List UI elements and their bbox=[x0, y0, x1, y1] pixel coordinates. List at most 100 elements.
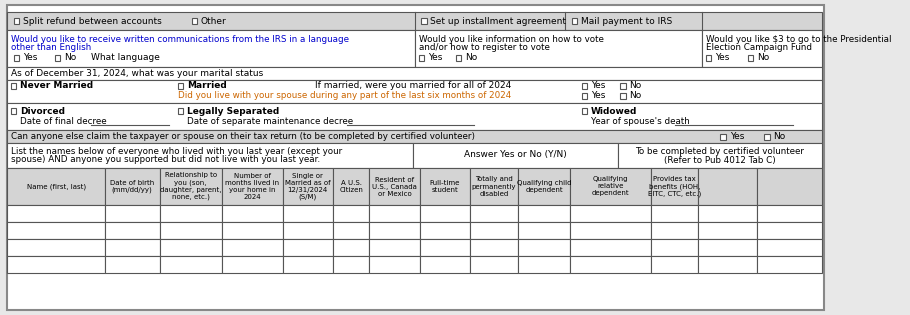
Bar bbox=[757, 239, 822, 256]
Bar bbox=[177, 83, 183, 89]
Text: and/or how to register to vote: and/or how to register to vote bbox=[419, 43, 550, 53]
Text: Never Married: Never Married bbox=[20, 82, 93, 90]
Bar bbox=[470, 239, 518, 256]
Bar bbox=[703, 30, 822, 67]
Text: Year of spouse's death: Year of spouse's death bbox=[591, 117, 690, 127]
Bar bbox=[706, 55, 712, 61]
Bar bbox=[413, 143, 618, 168]
Text: Split refund between accounts: Split refund between accounts bbox=[23, 16, 162, 26]
Bar bbox=[748, 55, 753, 61]
Bar bbox=[518, 205, 570, 222]
Text: Single or
Married as of
12/31/2024
(S/M): Single or Married as of 12/31/2024 (S/M) bbox=[285, 173, 330, 200]
Text: Set up installment agreement: Set up installment agreement bbox=[430, 16, 566, 26]
Bar bbox=[105, 256, 159, 273]
Bar bbox=[14, 18, 19, 24]
Text: Would you like information on how to vote: Would you like information on how to vot… bbox=[419, 36, 603, 44]
Bar bbox=[222, 205, 283, 222]
Bar bbox=[7, 80, 822, 103]
Bar bbox=[177, 108, 183, 114]
Bar bbox=[105, 222, 159, 239]
Text: List the names below of everyone who lived with you last year (except your: List the names below of everyone who liv… bbox=[11, 146, 342, 156]
Text: No: No bbox=[774, 132, 785, 141]
Text: No: No bbox=[629, 91, 642, 100]
Bar bbox=[652, 239, 698, 256]
Bar bbox=[570, 256, 652, 273]
Bar bbox=[283, 205, 333, 222]
Text: Yes: Yes bbox=[730, 132, 744, 141]
Text: Can anyone else claim the taxpayer or spouse on their tax return (to be complete: Can anyone else claim the taxpayer or sp… bbox=[11, 132, 475, 141]
Bar bbox=[7, 239, 105, 256]
Text: Resident of
U.S., Canada
or Mexico: Resident of U.S., Canada or Mexico bbox=[372, 176, 417, 197]
Text: No: No bbox=[757, 54, 769, 62]
Text: Would you like to receive written communications from the IRS in a language: Would you like to receive written commun… bbox=[11, 36, 349, 44]
Bar bbox=[159, 222, 222, 239]
Bar bbox=[415, 30, 703, 67]
Text: Date of birth
(mm/dd/yy): Date of birth (mm/dd/yy) bbox=[110, 180, 155, 193]
Bar bbox=[159, 168, 222, 205]
Bar bbox=[698, 222, 757, 239]
Text: Would you like $3 to go to the Presidential: Would you like $3 to go to the President… bbox=[706, 36, 892, 44]
Bar bbox=[369, 222, 420, 239]
Bar bbox=[721, 134, 726, 140]
Text: Other: Other bbox=[200, 16, 227, 26]
Bar bbox=[420, 168, 470, 205]
Bar bbox=[283, 222, 333, 239]
Bar bbox=[470, 168, 518, 205]
Bar bbox=[222, 222, 283, 239]
Bar bbox=[222, 168, 283, 205]
Bar bbox=[420, 222, 470, 239]
Text: Answer Yes or No (Y/N): Answer Yes or No (Y/N) bbox=[464, 151, 567, 159]
Bar bbox=[698, 205, 757, 222]
Bar bbox=[105, 168, 159, 205]
Text: Totally and
permanently
disabled: Totally and permanently disabled bbox=[471, 176, 516, 197]
Text: Yes: Yes bbox=[23, 54, 37, 62]
Bar bbox=[283, 168, 333, 205]
Bar bbox=[470, 222, 518, 239]
Bar bbox=[14, 55, 19, 61]
Bar bbox=[105, 239, 159, 256]
Bar bbox=[518, 222, 570, 239]
Bar bbox=[7, 143, 413, 168]
Text: Date of separate maintenance decree: Date of separate maintenance decree bbox=[187, 117, 353, 127]
Bar bbox=[698, 168, 757, 205]
Bar bbox=[55, 55, 60, 61]
Bar bbox=[620, 93, 625, 99]
Bar bbox=[470, 256, 518, 273]
Bar bbox=[698, 256, 757, 273]
Bar bbox=[369, 256, 420, 273]
Text: Qualifying
relative
dependent: Qualifying relative dependent bbox=[592, 176, 630, 197]
Text: Yes: Yes bbox=[715, 54, 730, 62]
Bar bbox=[369, 239, 420, 256]
Bar bbox=[421, 18, 427, 24]
Bar bbox=[333, 222, 369, 239]
Bar bbox=[7, 205, 105, 222]
Bar bbox=[369, 168, 420, 205]
Bar bbox=[757, 168, 822, 205]
Bar bbox=[470, 205, 518, 222]
Text: Married: Married bbox=[187, 82, 227, 90]
Bar bbox=[420, 239, 470, 256]
Text: Name (first, last): Name (first, last) bbox=[26, 183, 86, 190]
Bar bbox=[764, 134, 770, 140]
Text: spouse) AND anyone you supported but did not live with you last year.: spouse) AND anyone you supported but did… bbox=[11, 154, 320, 163]
Bar bbox=[570, 168, 652, 205]
Bar bbox=[419, 55, 424, 61]
Text: Date of final decree: Date of final decree bbox=[20, 117, 106, 127]
Bar bbox=[159, 256, 222, 273]
Text: To be completed by certified volunteer: To be completed by certified volunteer bbox=[635, 147, 804, 157]
Bar bbox=[518, 239, 570, 256]
Text: Did you live with your spouse during any part of the last six months of 2024: Did you live with your spouse during any… bbox=[177, 91, 511, 100]
Bar bbox=[105, 205, 159, 222]
Bar bbox=[652, 222, 698, 239]
Text: A U.S.
Citizen: A U.S. Citizen bbox=[339, 180, 363, 193]
Bar bbox=[757, 205, 822, 222]
Text: Election Campaign Fund: Election Campaign Fund bbox=[706, 43, 812, 53]
Bar bbox=[333, 205, 369, 222]
Bar bbox=[570, 222, 652, 239]
Bar bbox=[456, 55, 461, 61]
Text: Provides tax
benefits (HOH,
EITC, CTC, etc.): Provides tax benefits (HOH, EITC, CTC, e… bbox=[648, 176, 701, 197]
Text: If married, were you married for all of 2024: If married, were you married for all of … bbox=[315, 82, 511, 90]
Bar bbox=[420, 205, 470, 222]
Text: As of December 31, 2024, what was your marital status: As of December 31, 2024, what was your m… bbox=[11, 70, 263, 78]
Bar bbox=[7, 256, 105, 273]
